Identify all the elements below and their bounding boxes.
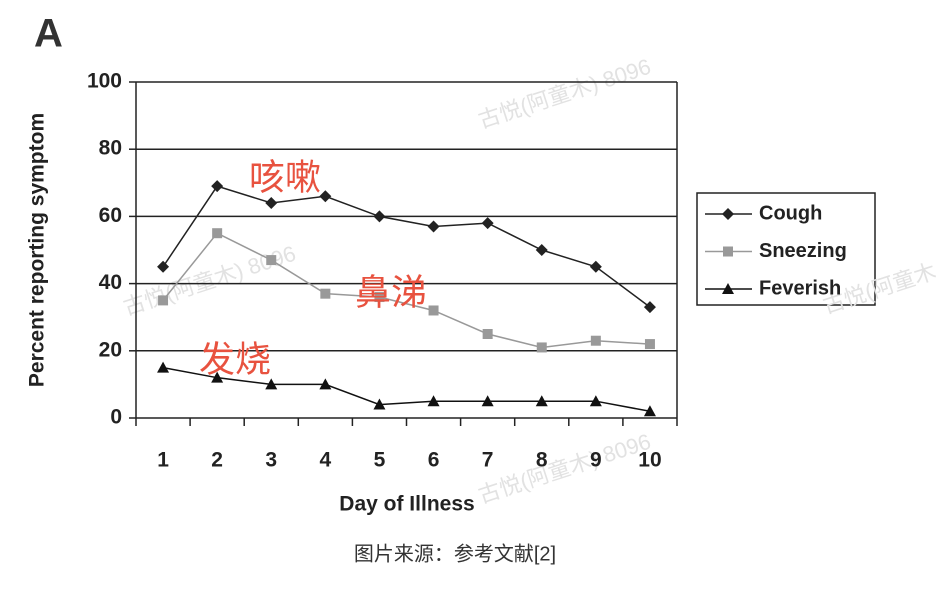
x-tick-label: 7	[482, 449, 494, 472]
data-point	[535, 395, 548, 407]
series-line	[162, 366, 651, 413]
data-point	[481, 395, 494, 407]
data-point	[319, 190, 332, 203]
data-point	[157, 260, 170, 273]
data-point	[265, 378, 278, 390]
data-point	[212, 228, 223, 239]
x-axis-title: Day of Illness	[339, 493, 474, 516]
data-point	[535, 244, 548, 256]
x-tick-label: 4	[320, 449, 332, 472]
data-point	[373, 210, 386, 223]
series-line	[162, 232, 650, 349]
panel-label: A	[34, 12, 63, 56]
y-tick-label: 60	[99, 204, 122, 227]
legend-label: Sneezing	[759, 240, 847, 262]
data-point	[644, 339, 655, 350]
data-point	[590, 335, 601, 346]
x-tick-label: 1	[157, 449, 169, 472]
data-point	[158, 295, 169, 306]
data-point	[266, 255, 277, 266]
data-point	[643, 301, 656, 314]
data-point	[589, 260, 602, 273]
data-point	[157, 361, 170, 373]
data-point	[482, 329, 493, 339]
y-tick-label: 40	[99, 271, 122, 294]
data-point	[643, 405, 656, 417]
y-tick-label: 100	[87, 70, 122, 93]
data-point	[428, 305, 439, 316]
watermark: 古悦(阿童木) 8096	[120, 241, 299, 320]
annotation: 鼻涕	[355, 272, 427, 313]
x-tick-label: 10	[638, 449, 661, 472]
y-tick-label: 80	[99, 137, 122, 160]
y-axis-title: Percent reporting symptom	[26, 113, 49, 387]
legend-marker	[722, 208, 734, 220]
x-tick-label: 6	[428, 449, 440, 472]
x-tick-label: 9	[590, 449, 602, 472]
x-tick-label: 5	[374, 449, 386, 472]
data-point	[589, 395, 602, 407]
legend-marker	[722, 283, 734, 294]
legend-label: Feverish	[759, 277, 841, 299]
watermark: 古悦(阿童木) 8096	[475, 54, 654, 133]
data-point	[319, 378, 332, 390]
data-point	[211, 371, 224, 383]
legend-label: Cough	[759, 202, 822, 224]
caption: 图片来源：参考文献[2]	[354, 542, 556, 565]
data-point	[211, 180, 224, 193]
data-point	[320, 288, 331, 299]
x-tick-label: 3	[265, 449, 277, 472]
x-tick-label: 8	[536, 449, 548, 472]
data-point	[427, 220, 440, 233]
data-point	[427, 395, 440, 407]
annotation: 发烧	[199, 339, 271, 380]
annotation: 咳嗽	[249, 157, 321, 198]
data-point	[481, 217, 494, 230]
y-tick-label: 20	[99, 338, 122, 361]
data-point	[536, 342, 547, 353]
data-point	[265, 196, 278, 209]
data-point	[373, 398, 386, 410]
x-tick-label: 2	[211, 449, 223, 472]
y-tick-label: 0	[110, 406, 122, 429]
legend-marker	[723, 246, 733, 257]
watermark: 古悦(阿童木) 8096	[475, 429, 654, 508]
series-line	[162, 185, 651, 308]
data-point	[374, 292, 385, 303]
